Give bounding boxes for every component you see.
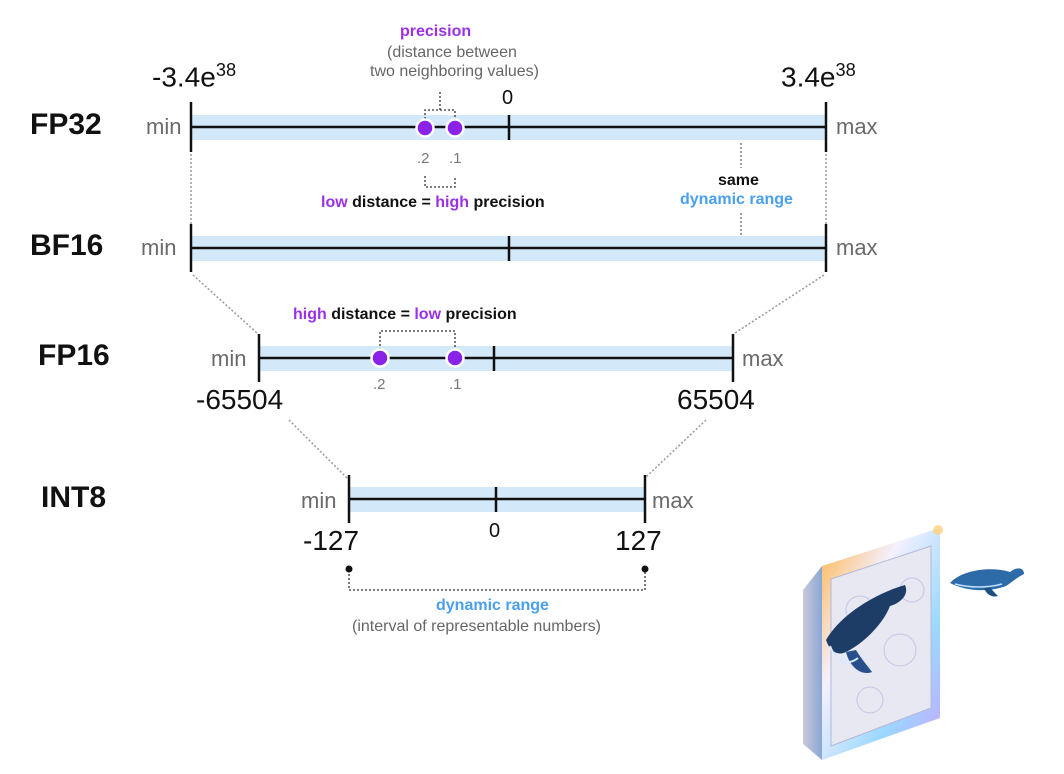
fp32-tick-b: .1 (449, 150, 462, 167)
bf16-fp16-right-connector (734, 274, 825, 334)
dynamic-range-bracket (348, 570, 646, 591)
bf16-label: BF16 (30, 229, 104, 262)
fp32-label: FP32 (30, 108, 102, 141)
fp16-int8-left-connector (288, 419, 348, 479)
same-range-note-line1: same (718, 172, 759, 189)
fp16-max-label: max (742, 346, 784, 371)
low-precision-note: low distance = high precision (321, 194, 545, 211)
precision-bracket-bottom (424, 176, 456, 188)
fp32-point-b (445, 118, 465, 138)
int8-min-value: -127 (303, 525, 360, 556)
int8-min-label: min (301, 488, 337, 513)
bf16-min-label: min (141, 235, 177, 260)
fp32-max-value: 3.4e38 (781, 60, 856, 93)
int8-zero-label: 0 (489, 520, 501, 542)
bf16-max-label: max (836, 235, 878, 260)
dynamic-range-right-dot (641, 565, 649, 573)
dynamic-range-title: dynamic range (436, 597, 549, 614)
precision-subtitle-line2: two neighboring values) (370, 63, 539, 80)
fp16-tick-b: .1 (449, 376, 462, 393)
fp16-point-b (445, 348, 465, 368)
fp32-zero-label: 0 (502, 87, 514, 109)
fp16-max-value: 65504 (677, 384, 755, 415)
precision-title: precision (400, 23, 472, 40)
same-range-note-line2: dynamic range (680, 191, 793, 208)
int8-label: INT8 (41, 481, 107, 514)
fp16-min-value: -65504 (196, 384, 284, 415)
int8-max-label: max (652, 488, 694, 513)
fp32-max-label: max (836, 114, 878, 139)
fp16-int8-right-connector (644, 419, 707, 479)
whale-frame-icon (803, 525, 1024, 760)
fp32-min-value: -3.4e38 (152, 60, 237, 93)
fp16-label: FP16 (38, 339, 110, 372)
precision-subtitle-line1: (distance between (387, 44, 517, 61)
fp16-min-label: min (211, 346, 247, 371)
fp16-tick-a: .2 (373, 376, 386, 393)
fp16-precision-bracket (379, 330, 456, 350)
dynamic-range-subtitle: (interval of representable numbers) (352, 618, 602, 635)
fp32-min-label: min (146, 114, 182, 139)
int8-max-value: 127 (615, 525, 662, 556)
bf16-fp16-left-connector (192, 274, 258, 334)
dynamic-range-left-dot (345, 565, 353, 573)
fp32-tick-a: .2 (417, 150, 430, 167)
high-precision-note: high distance = low precision (293, 306, 517, 323)
fp16-point-a (370, 348, 390, 368)
fp32-point-a (415, 118, 435, 138)
